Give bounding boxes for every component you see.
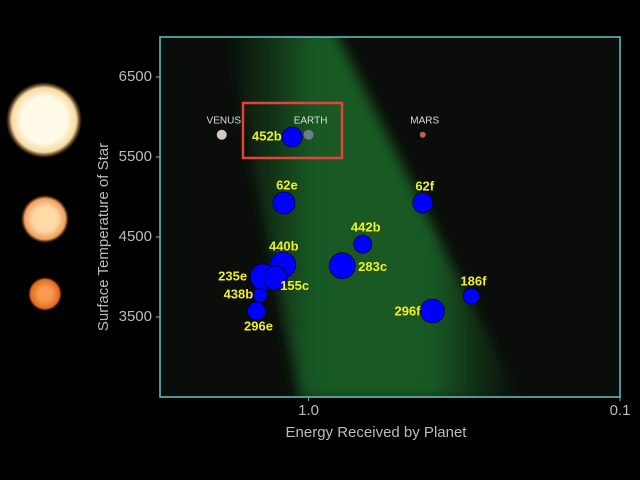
- star-icon: [28, 277, 62, 311]
- planet-label: 452b: [252, 128, 282, 143]
- planet-label: 235e: [218, 268, 247, 283]
- reference-planet-label: VENUS: [207, 115, 242, 126]
- planet-point: [412, 192, 434, 214]
- x-tick-label: 0.1: [610, 402, 631, 419]
- planet-label: 62f: [415, 178, 434, 193]
- planet-point: [353, 234, 373, 254]
- y-axis-label: Surface Temperature of Star: [95, 143, 112, 331]
- star-icon: [6, 82, 82, 158]
- habitable-zone: [226, 37, 519, 397]
- planet-label: 296e: [244, 318, 273, 333]
- plot-border: [159, 36, 621, 398]
- planet-point: [281, 126, 303, 148]
- y-tick-label: 5500: [119, 148, 152, 165]
- reference-planet-label: EARTH: [294, 115, 328, 126]
- planet-point: [420, 298, 445, 324]
- y-tick-label: 4500: [119, 228, 152, 245]
- planet-label: 283c: [358, 259, 387, 274]
- planet-point: [328, 252, 356, 280]
- reference-planet: [419, 131, 426, 138]
- planet-label: 440b: [269, 238, 299, 253]
- planet-label: 62e: [276, 177, 298, 192]
- planet-label: 186f: [460, 274, 487, 289]
- star-icon: [21, 195, 69, 243]
- planet-point: [247, 301, 266, 321]
- planet-point: [252, 287, 268, 303]
- highlight-box: [241, 101, 344, 160]
- planet-point: [262, 265, 288, 291]
- y-tick-label: 6500: [119, 68, 152, 85]
- planet-label: 296f: [394, 303, 421, 318]
- planet-point: [272, 191, 296, 215]
- reference-planet: [303, 129, 314, 140]
- reference-planet: [216, 129, 227, 140]
- planet-label: 155c: [280, 278, 309, 293]
- x-tick-label: 1.0: [298, 402, 319, 419]
- planet-label: 442b: [351, 220, 381, 235]
- x-axis-label: Energy Received by Planet: [286, 424, 468, 441]
- reference-planet-label: MARS: [410, 115, 439, 126]
- y-tick-label: 3500: [119, 308, 152, 325]
- planet-point: [463, 287, 480, 305]
- planet-label: 438b: [224, 286, 254, 301]
